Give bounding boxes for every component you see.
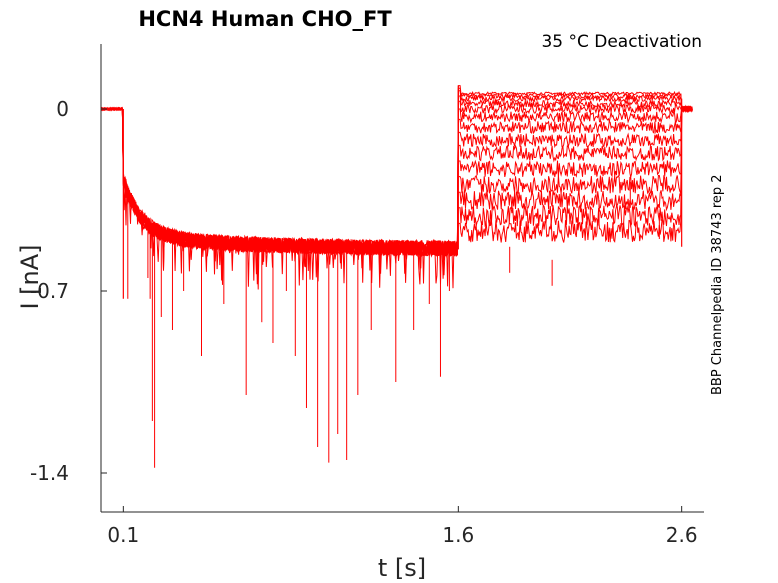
- y-tick-label: 0: [56, 97, 69, 121]
- sweep-trace: [101, 106, 693, 287]
- temperature-protocol-annotation: 35 °C Deactivation: [541, 32, 702, 52]
- channelpedia-id-note: BBP Channelpedia ID 38743 rep 2: [710, 174, 725, 395]
- x-tick-label: 1.6: [442, 523, 474, 547]
- current-traces: [101, 85, 693, 468]
- y-tick-label: -0.7: [30, 279, 69, 303]
- chart-title: HCN4 Human CHO_FT: [138, 7, 392, 31]
- x-tick-label: 2.6: [666, 523, 698, 547]
- y-axis-ticks: 0 -0.7 -1.4: [30, 97, 107, 485]
- sweep-trace: [101, 105, 693, 271]
- y-tick-label: -1.4: [30, 461, 69, 485]
- x-axis-label: t [s]: [378, 554, 426, 582]
- axes: [100, 44, 704, 513]
- y-axis-label: I [nA]: [16, 244, 44, 309]
- x-tick-label: 0.1: [107, 523, 139, 547]
- x-axis-ticks: 0.1 1.6 2.6: [107, 506, 698, 547]
